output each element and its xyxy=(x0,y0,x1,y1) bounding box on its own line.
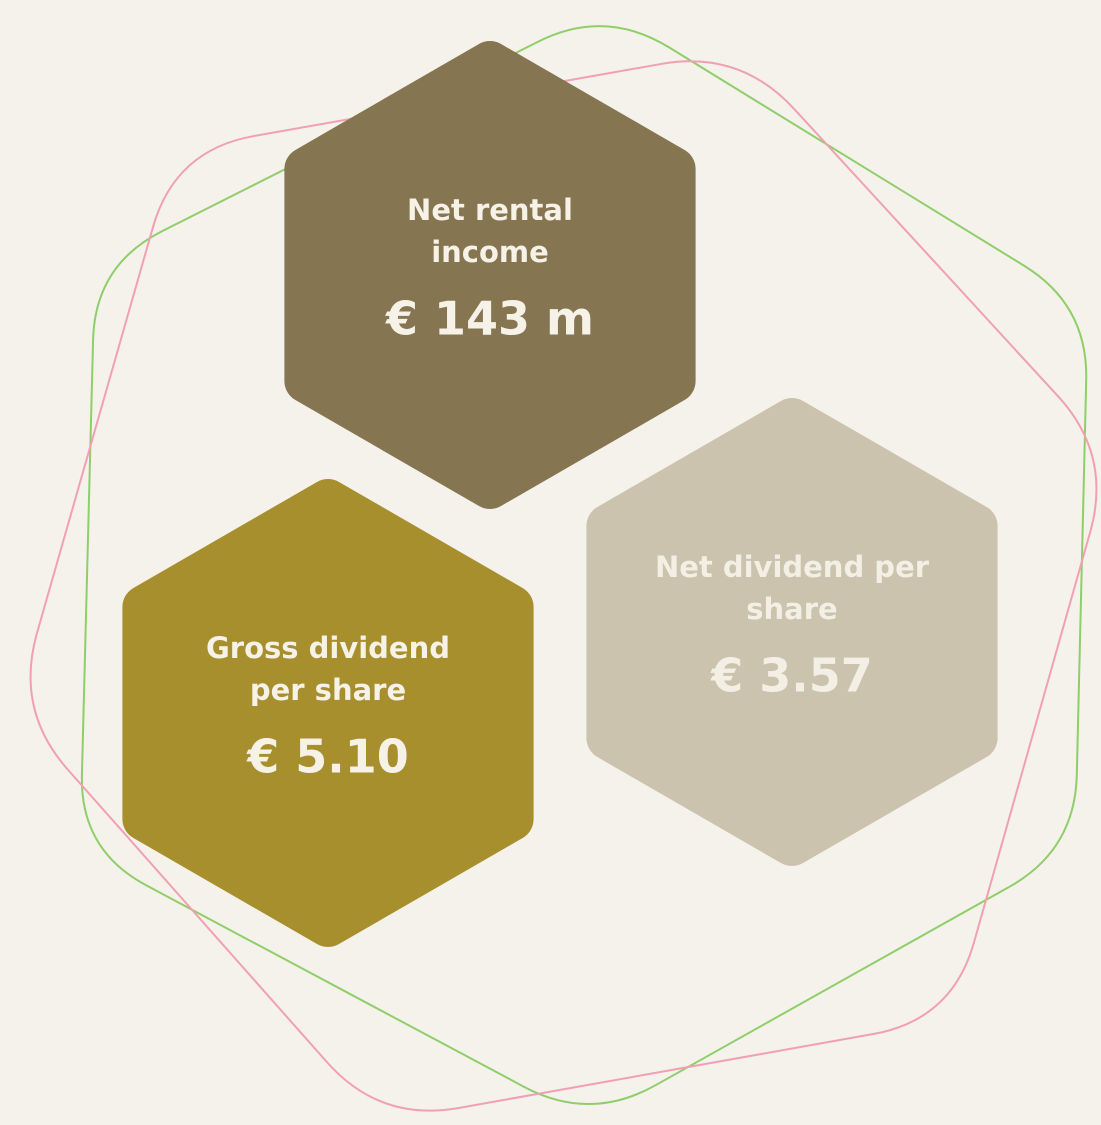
kpi-label: per share xyxy=(250,673,406,707)
hexagon xyxy=(284,41,696,509)
kpi-card: Net dividend per share € 3.57 xyxy=(586,398,998,866)
kpi-card: Gross dividend per share € 5.10 xyxy=(122,479,534,947)
kpi-label: Gross dividend xyxy=(206,631,450,665)
kpi-value: € 143 m xyxy=(385,292,594,346)
kpi-label: Net rental xyxy=(407,193,573,227)
kpi-label: Net dividend per xyxy=(655,550,930,584)
hexagon xyxy=(122,479,534,947)
kpi-card: Net rental income € 143 m xyxy=(284,41,696,509)
hexagon xyxy=(586,398,998,866)
decor-outline xyxy=(29,60,1098,1112)
kpi-value: € 3.57 xyxy=(710,649,873,703)
kpi-value: € 5.10 xyxy=(246,730,409,784)
kpi-label: share xyxy=(746,592,837,626)
kpi-label: income xyxy=(431,235,549,269)
decor-outline xyxy=(80,25,1088,1106)
